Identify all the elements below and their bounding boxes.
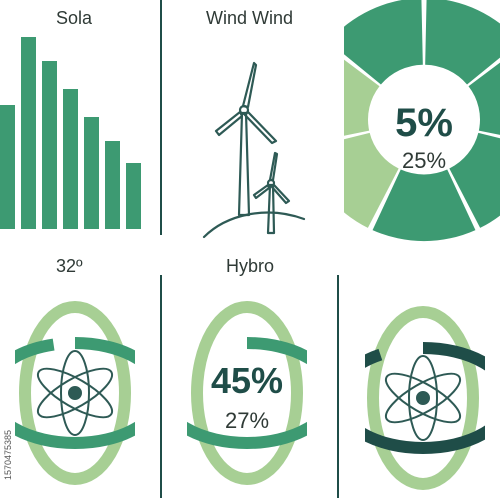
donut-segment-1: [425, 0, 500, 85]
ring-mid-label: Hybro: [226, 256, 275, 276]
bar-6: [105, 141, 120, 229]
divider-bottom-1: [160, 275, 162, 498]
segmented-donut: 5% 25%: [344, 0, 500, 242]
ring-fill: [365, 342, 485, 454]
bar-1: [0, 105, 15, 229]
ring-mid-big-value: 45%: [211, 360, 283, 401]
ring-track: [191, 301, 303, 485]
donut-small-value: 25%: [402, 148, 446, 173]
ring-left-label: 32º: [56, 256, 83, 276]
bar-5: [84, 117, 99, 229]
ring-right: [365, 306, 485, 490]
ring-mid: 45% 27%: [187, 301, 307, 485]
donut-segment-5: [344, 132, 399, 228]
ring-track: [19, 301, 131, 485]
ring-left: [15, 301, 135, 485]
bar-7: [126, 163, 141, 229]
wind-label: Wind Wind: [206, 8, 294, 28]
donut-segment-6: [344, 59, 380, 136]
atom-icon: [36, 350, 114, 436]
solar-label: Sola: [56, 8, 93, 28]
donut-segment-7: [344, 0, 423, 85]
donut-big-value: 5%: [395, 101, 453, 145]
solar-bar-chart: [0, 37, 141, 229]
bar-4: [63, 89, 78, 229]
stock-id-watermark: 1570475385: [3, 429, 13, 480]
ring-mid-small-value: 27%: [225, 408, 269, 433]
donut-segment-3: [449, 132, 500, 228]
divider-bottom-2: [337, 275, 339, 498]
atom-icon: [384, 355, 462, 441]
bar-2: [21, 37, 36, 229]
wind-turbine-icon: [202, 61, 306, 239]
bar-3: [42, 61, 57, 229]
donut-segment-4: [372, 169, 476, 242]
ring-fill: [187, 337, 307, 449]
ring-track: [367, 306, 479, 490]
ring-fill: [15, 337, 135, 449]
donut-segment-2: [468, 62, 500, 135]
divider-top-1: [160, 0, 162, 235]
